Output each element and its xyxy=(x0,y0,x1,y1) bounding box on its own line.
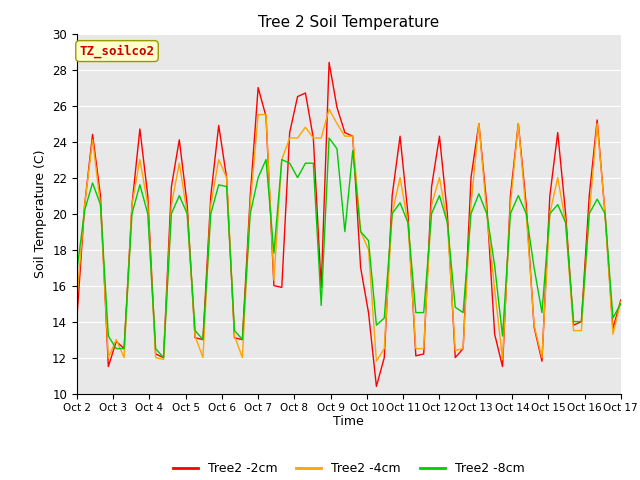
X-axis label: Time: Time xyxy=(333,415,364,428)
Tree2 -8cm xyxy=(144,211,152,216)
Title: Tree 2 Soil Temperature: Tree 2 Soil Temperature xyxy=(258,15,440,30)
Tree2 -2cm xyxy=(372,384,380,389)
Tree2 -4cm xyxy=(199,355,207,360)
Y-axis label: Soil Temperature (C): Soil Temperature (C) xyxy=(33,149,47,278)
Tree2 -2cm xyxy=(144,192,152,199)
Tree2 -2cm xyxy=(325,60,333,65)
Tree2 -4cm xyxy=(73,297,81,303)
Tree2 -8cm xyxy=(246,211,254,216)
Tree2 -4cm xyxy=(239,355,246,360)
Tree2 -2cm xyxy=(199,336,207,342)
Tree2 -2cm xyxy=(301,90,309,96)
Tree2 -8cm xyxy=(207,211,214,216)
Tree2 -4cm xyxy=(144,202,152,207)
Tree2 -4cm xyxy=(325,106,333,112)
Line: Tree2 -2cm: Tree2 -2cm xyxy=(77,62,621,386)
Tree2 -2cm xyxy=(388,192,396,199)
Tree2 -8cm xyxy=(160,355,168,360)
Tree2 -4cm xyxy=(301,124,309,130)
Tree2 -8cm xyxy=(310,160,317,166)
Tree2 -8cm xyxy=(388,211,396,216)
Legend: Tree2 -2cm, Tree2 -4cm, Tree2 -8cm: Tree2 -2cm, Tree2 -4cm, Tree2 -8cm xyxy=(168,457,529,480)
Tree2 -2cm xyxy=(554,130,561,135)
Tree2 -4cm xyxy=(372,358,380,364)
Tree2 -8cm xyxy=(617,300,625,306)
Tree2 -4cm xyxy=(554,175,561,180)
Tree2 -2cm xyxy=(73,317,81,323)
Tree2 -2cm xyxy=(617,297,625,303)
Tree2 -2cm xyxy=(239,336,246,342)
Tree2 -8cm xyxy=(73,268,81,274)
Tree2 -4cm xyxy=(617,299,625,305)
Line: Tree2 -4cm: Tree2 -4cm xyxy=(77,109,621,361)
Tree2 -4cm xyxy=(388,211,396,216)
Line: Tree2 -8cm: Tree2 -8cm xyxy=(77,138,621,358)
Tree2 -8cm xyxy=(554,202,561,207)
Tree2 -8cm xyxy=(325,135,333,141)
Text: TZ_soilco2: TZ_soilco2 xyxy=(79,44,154,58)
